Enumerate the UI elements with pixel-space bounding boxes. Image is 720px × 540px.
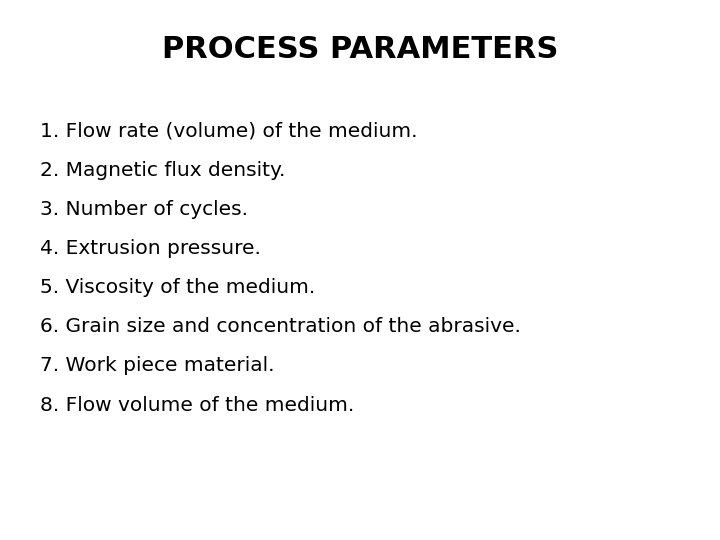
Text: 4. Extrusion pressure.: 4. Extrusion pressure. bbox=[40, 239, 261, 258]
Text: 5. Viscosity of the medium.: 5. Viscosity of the medium. bbox=[40, 278, 315, 297]
Text: 2. Magnetic flux density.: 2. Magnetic flux density. bbox=[40, 160, 285, 180]
Text: 1. Flow rate (volume) of the medium.: 1. Flow rate (volume) of the medium. bbox=[40, 122, 417, 140]
Text: 6. Grain size and concentration of the abrasive.: 6. Grain size and concentration of the a… bbox=[40, 317, 521, 336]
Text: 7. Work piece material.: 7. Work piece material. bbox=[40, 356, 274, 375]
Text: 8. Flow volume of the medium.: 8. Flow volume of the medium. bbox=[40, 395, 354, 415]
Text: 3. Number of cycles.: 3. Number of cycles. bbox=[40, 200, 248, 219]
Text: PROCESS PARAMETERS: PROCESS PARAMETERS bbox=[162, 35, 558, 64]
